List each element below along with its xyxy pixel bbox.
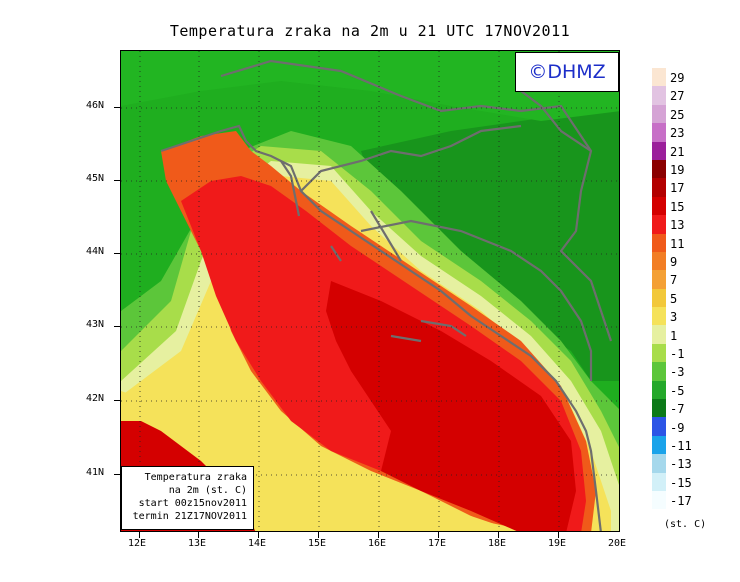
lon-label: 15E — [308, 538, 327, 549]
lat-label: 42N — [86, 393, 105, 404]
legend-swatch — [652, 233, 666, 252]
legend-swatch — [652, 68, 666, 87]
lon-label: 13E — [188, 538, 207, 549]
legend-swatch — [652, 472, 666, 491]
legend-swatch — [652, 307, 666, 326]
legend-label: -9 — [670, 420, 685, 435]
legend-swatch — [652, 178, 666, 197]
lon-label: 20E — [608, 538, 627, 549]
temperature-map — [120, 50, 620, 532]
lon-label: 17E — [428, 538, 447, 549]
lat-label: 46N — [86, 100, 105, 111]
legend-swatch — [652, 196, 666, 216]
legend-label: -17 — [670, 494, 692, 509]
lon-label: 12E — [128, 538, 147, 549]
legend-swatch — [652, 343, 666, 363]
legend-label: -5 — [670, 383, 685, 398]
legend-swatch — [652, 417, 666, 436]
legend-label: 23 — [670, 126, 685, 141]
legend-swatch — [652, 380, 666, 400]
lon-label: 16E — [368, 538, 387, 549]
legend-label: -7 — [670, 402, 685, 417]
lon-label: 18E — [488, 538, 507, 549]
legend-swatch — [652, 454, 666, 473]
legend-label: 5 — [670, 291, 678, 306]
map-title: Temperatura zraka na 2m u 21 UTC 17NOV20… — [169, 22, 571, 40]
legend-swatch — [652, 86, 666, 105]
info-line: start 00z15nov2011 — [138, 498, 247, 509]
legend-label: -15 — [670, 475, 692, 490]
legend-swatch — [652, 251, 666, 271]
legend-label: 11 — [670, 236, 685, 251]
legend-label: 29 — [670, 71, 685, 85]
legend-label: 17 — [670, 181, 685, 196]
legend-label: 1 — [670, 328, 678, 343]
legend-label: -13 — [670, 457, 692, 472]
lat-label: 44N — [86, 246, 105, 257]
legend-label: 25 — [670, 107, 685, 122]
legend-swatch — [652, 288, 666, 308]
legend-label: 21 — [670, 144, 685, 159]
legend-swatch — [652, 141, 666, 160]
legend-label: 27 — [670, 89, 685, 104]
legend-label: -11 — [670, 439, 692, 453]
legend-label: 13 — [670, 218, 685, 233]
legend-swatch — [652, 123, 666, 142]
legend-label: -1 — [670, 347, 685, 361]
lat-label: 45N — [86, 173, 105, 184]
lat-label: 43N — [86, 319, 105, 330]
legend-swatch — [652, 490, 666, 510]
legend-swatch — [652, 435, 666, 455]
legend-swatch — [652, 362, 666, 381]
legend-swatch — [652, 325, 666, 344]
legend-label: 15 — [670, 199, 685, 214]
legend-swatch — [652, 104, 666, 124]
legend-label: 9 — [670, 255, 678, 269]
lon-label: 14E — [248, 538, 267, 549]
info-line: na 2m (st. C) — [168, 485, 247, 496]
lat-label: 41N — [86, 467, 105, 478]
legend-label: 19 — [670, 163, 685, 177]
color-legend — [652, 68, 666, 510]
legend-unit: (st. C) — [664, 519, 707, 530]
legend-swatch — [652, 215, 666, 234]
lon-label: 19E — [548, 538, 567, 549]
legend-label: -3 — [670, 365, 685, 380]
legend-label: 7 — [670, 273, 678, 288]
info-line: Temperatura zraka — [144, 472, 247, 483]
legend-label: 3 — [670, 310, 678, 325]
dhmz-logo: ©DHMZ — [515, 52, 619, 92]
legend-swatch — [652, 399, 666, 418]
info-line: termin 21Z17NOV2011 — [132, 511, 247, 522]
info-box: Temperatura zraka na 2m (st. C) start 00… — [121, 466, 254, 530]
legend-swatch — [652, 270, 666, 289]
legend-swatch — [652, 159, 666, 179]
